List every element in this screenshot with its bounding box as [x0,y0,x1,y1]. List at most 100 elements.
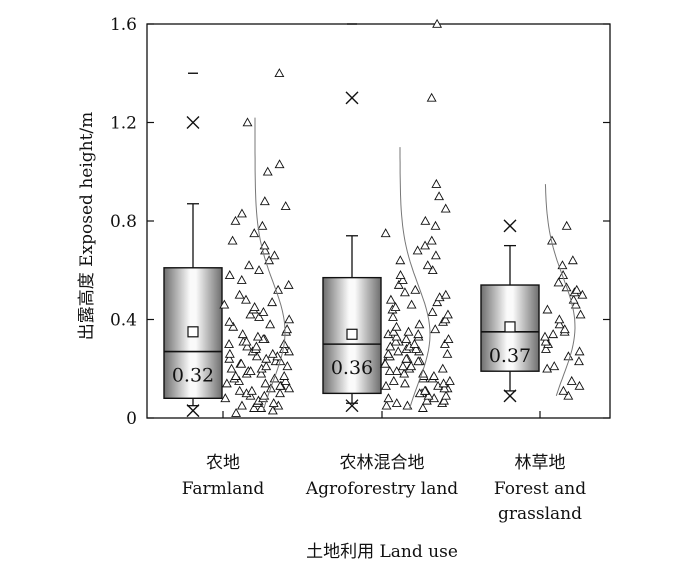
data-point [426,235,437,245]
data-point [554,319,565,329]
data-point [221,378,232,388]
data-point [574,356,584,366]
data-point [571,284,582,294]
data-point [430,220,441,230]
data-point [388,375,399,385]
data-point [412,245,423,255]
category-label-en-0-0: Farmland [182,479,265,499]
data-point [574,380,585,390]
data-point [278,343,289,353]
data-point [441,390,452,400]
data-point [268,398,279,408]
category-group-1: 0.36 [322,18,455,413]
data-point [227,235,238,245]
data-point [383,393,394,403]
data-point [275,380,286,390]
data-point [442,348,453,358]
data-point [393,346,404,356]
category-group-2: 0.37 [480,184,588,403]
data-point [385,294,396,304]
median-label: 0.32 [172,365,214,387]
data-point [256,368,267,378]
data-point [423,390,434,400]
data-point [280,375,291,385]
data-point [434,292,445,302]
plot-area: 0.32 0.36 0.37 [163,18,588,418]
data-point [249,403,259,412]
data-point [413,356,424,366]
data-point [417,403,428,412]
data-point [380,358,391,368]
data-point [280,201,291,211]
median-label: 0.37 [489,345,531,367]
category-label-en-2-0: Forest and [494,479,586,499]
p1-marker [345,399,359,413]
data-point [257,220,268,230]
data-point [258,306,269,316]
data-point [434,191,445,201]
category-label-cn-1: 农林混合地 [340,453,425,473]
data-point [279,371,290,380]
data-point [391,331,402,341]
data-point [236,208,247,218]
data-point [282,324,293,334]
data-point [542,304,553,314]
data-point [439,338,450,348]
data-point [267,405,278,415]
data-point [242,117,253,127]
data-point [264,255,275,265]
data-point [421,395,432,405]
data-point [442,309,453,319]
data-point [284,383,295,393]
data-point [384,366,395,376]
data-point [414,319,425,329]
data-point [236,358,247,368]
data-point [420,240,431,250]
data-point [261,361,272,371]
y-tick-label-4: 1.6 [110,15,137,35]
data-point [251,351,262,361]
data-point [439,395,450,405]
data-point [230,215,241,225]
data-point [388,311,398,321]
data-point [224,316,235,326]
data-point [397,361,408,371]
data-point [284,314,295,324]
data-point [274,68,285,78]
y-tick-label-3: 1.2 [110,114,137,134]
data-point [567,255,578,265]
data-point [259,390,270,400]
data-point [413,329,424,339]
data-point [249,302,260,311]
data-point [254,311,265,321]
data-point [244,260,255,270]
data-point [224,353,235,363]
axes [146,23,611,419]
data-point [574,346,585,356]
data-point [558,385,569,395]
data-point [406,361,417,371]
data-point [427,265,438,275]
y-axis-title: 出露高度 Exposed height/m [77,112,97,341]
data-point [410,284,421,294]
data-point [399,287,410,297]
data-point [246,385,257,395]
data-point [224,348,235,358]
data-point [438,378,449,388]
data-point [540,331,550,341]
data-point [251,341,262,351]
data-point [269,250,280,260]
p1-marker [186,404,200,418]
data-point [566,375,577,385]
data-point [395,270,406,279]
data-point [422,260,433,270]
data-point [559,324,570,334]
data-point [430,324,441,334]
data-point [262,166,273,176]
data-point [226,363,237,373]
data-point [430,250,441,260]
data-point [275,388,286,398]
data-point [428,371,439,380]
data-point [427,306,438,316]
text-layer: 出露高度 Exposed height/m 土地利用 Land use 0 0.4… [77,15,586,562]
